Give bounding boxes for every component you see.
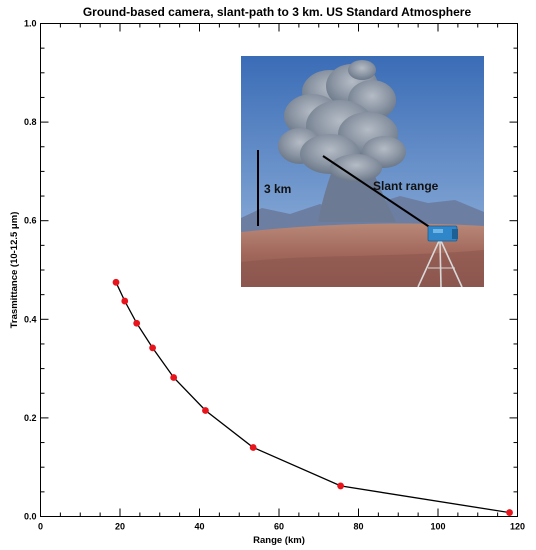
inset-slant-label: Slant range <box>373 179 439 193</box>
data-point <box>170 374 178 381</box>
inset-photo: 3 km Slant range <box>241 56 484 287</box>
inset-ground-shade <box>241 250 484 287</box>
x-tick-label: 120 <box>510 522 525 532</box>
inset-height-label: 3 km <box>264 182 291 196</box>
inset-slant-line <box>322 155 438 233</box>
inset-tripod <box>417 240 463 287</box>
data-point <box>506 509 513 516</box>
x-axis-label: Range (km) <box>253 535 305 546</box>
y-tick-label: 0.0 <box>24 512 37 522</box>
y-tick-label: 0.4 <box>24 314 37 324</box>
chart-title: Ground-based camera, slant-path to 3 km.… <box>83 5 472 19</box>
x-tick-label: 80 <box>353 522 363 532</box>
y-axis-label: Trasmittance (10-12.5 μm) <box>9 212 20 329</box>
series-line <box>115 282 510 514</box>
x-axis: 0 20 40 60 80 100 120 <box>38 23 525 532</box>
data-point <box>337 482 345 490</box>
data-point <box>202 407 209 414</box>
y-tick-label: 0.8 <box>24 117 37 127</box>
y-tick-label: 0.6 <box>24 216 37 226</box>
data-point <box>112 278 120 286</box>
x-tick-label: 40 <box>194 522 204 532</box>
y-tick-label: 1.0 <box>24 19 37 29</box>
data-point <box>249 444 257 451</box>
inset-plume <box>278 60 406 182</box>
x-tick-label: 20 <box>115 522 125 532</box>
x-tick-label: 100 <box>430 522 445 532</box>
y-axis: 0.0 0.2 0.4 0.6 0.8 1.0 <box>24 19 518 522</box>
x-tick-label: 0 <box>38 522 43 532</box>
inset-camera <box>427 225 458 242</box>
data-point <box>149 344 156 352</box>
series-layer <box>112 278 513 516</box>
y-tick-label: 0.2 <box>24 413 37 423</box>
data-point <box>121 297 129 305</box>
data-point <box>133 319 141 327</box>
x-tick-label: 60 <box>274 522 284 532</box>
inset-plume-column <box>318 168 396 222</box>
